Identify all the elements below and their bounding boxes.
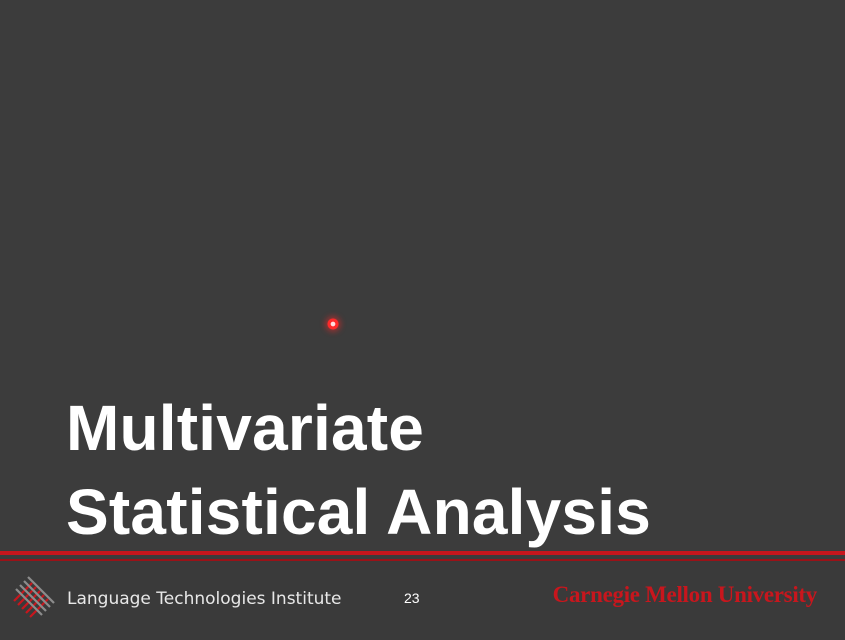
lti-logo-icon — [13, 576, 55, 618]
footer-divider — [0, 551, 845, 555]
institute-name: Language Technologies Institute — [67, 589, 342, 609]
laser-pointer-icon — [327, 318, 339, 330]
slide-title-line-1: Multivariate — [66, 392, 425, 464]
slide-footer — [0, 561, 845, 640]
footer-divider-thin — [0, 559, 845, 561]
page-number: 23 — [404, 590, 420, 606]
slide-title-line-2: Statistical Analysis — [66, 476, 651, 548]
slide-title: Multivariate Statistical Analysis — [66, 386, 651, 554]
university-logo-text: Carnegie Mellon University — [552, 582, 818, 607]
